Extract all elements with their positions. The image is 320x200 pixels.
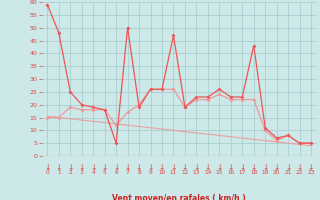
Text: ↓: ↓: [193, 163, 200, 172]
Text: ↓: ↓: [262, 163, 268, 172]
Text: ↓: ↓: [274, 163, 280, 172]
Text: ↓: ↓: [216, 163, 222, 172]
Text: ↓: ↓: [67, 163, 74, 172]
Text: ↓: ↓: [251, 163, 257, 172]
Text: ↓: ↓: [147, 163, 154, 172]
Text: ↓: ↓: [205, 163, 211, 172]
Text: ↓: ↓: [90, 163, 96, 172]
X-axis label: Vent moyen/en rafales ( km/h ): Vent moyen/en rafales ( km/h ): [112, 194, 246, 200]
Text: ↓: ↓: [170, 163, 177, 172]
Text: ↓: ↓: [228, 163, 234, 172]
Text: ↓: ↓: [296, 163, 303, 172]
Text: ↓: ↓: [124, 163, 131, 172]
Text: ↓: ↓: [113, 163, 119, 172]
Text: ↓: ↓: [101, 163, 108, 172]
Text: ↓: ↓: [78, 163, 85, 172]
Text: ↓: ↓: [136, 163, 142, 172]
Text: ↓: ↓: [285, 163, 291, 172]
Text: ↓: ↓: [56, 163, 62, 172]
Text: ↓: ↓: [159, 163, 165, 172]
Text: ↓: ↓: [44, 163, 51, 172]
Text: ↓: ↓: [308, 163, 314, 172]
Text: ↓: ↓: [182, 163, 188, 172]
Text: ↓: ↓: [239, 163, 245, 172]
